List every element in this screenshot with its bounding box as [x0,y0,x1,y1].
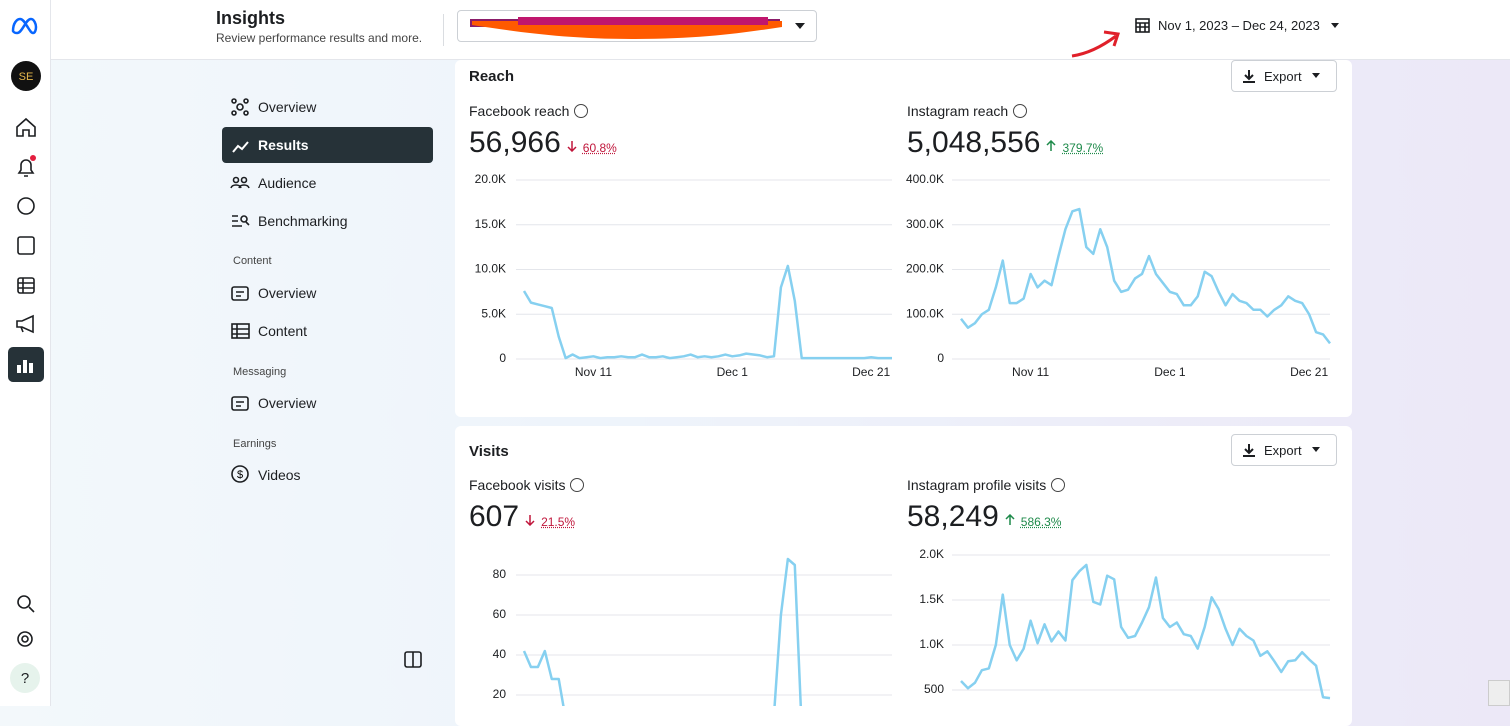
nav-icons: $ [230,98,250,483]
nav-item[interactable]: Content [258,323,308,339]
divider [443,14,444,46]
collapse-icon[interactable] [404,651,422,669]
info-icon [570,478,585,492]
date-range: Nov 1, 2023 – Dec 24, 2023 [1158,18,1320,33]
caret [1311,73,1320,78]
metric-row: 56,966 60.8% [469,126,617,160]
metric-row: 5,048,556 379.7% [907,126,1103,160]
svg-text:SE: SE [19,71,34,83]
page-subtitle: Review performance results and more. [216,31,423,45]
metric-change: 60.8% [582,141,617,155]
annotation-arrow [1071,30,1120,58]
nav-item[interactable]: Audience [258,175,317,191]
export-button[interactable]: Export [1231,60,1337,92]
metric: Facebook visits 607 21.5% [469,477,585,534]
metric-change: 586.3% [1020,515,1062,529]
nav-item[interactable]: Overview [258,99,317,115]
info-icon [1051,478,1066,492]
calendar-icon [1135,18,1150,33]
nav-heading: Messaging [233,366,287,378]
metric: Facebook reach 56,966 60.8% [469,103,617,160]
metric-row: 607 21.5% [469,500,584,534]
metric-change: 379.7% [1062,141,1104,155]
metric-title: Facebook visits [469,477,566,493]
metric-total: 58,249 [907,500,999,533]
metric-title: Facebook reach [469,103,570,119]
change-arrow [525,515,535,526]
svg-text:$: $ [237,469,243,481]
nav-item[interactable]: Videos [258,467,301,483]
download-icon [1243,70,1255,83]
caret [1311,447,1320,452]
nav-item[interactable]: Overview [258,285,317,301]
nav-item[interactable]: Benchmarking [258,213,348,229]
redaction [470,17,805,39]
nav-heading: Earnings [233,438,277,450]
change-arrow [1046,140,1056,151]
arrow-path [525,515,535,526]
change-arrow [1005,514,1015,525]
metric-title: Instagram reach [907,103,1009,119]
metric-row: 58,249 586.3% [907,500,1065,534]
export-button[interactable]: Export [1231,434,1337,466]
download-icon [1243,444,1255,457]
info-icon [1013,104,1028,118]
rail-icons: SE ? [8,17,44,693]
arrow-path [1046,140,1056,151]
export-label: Export [1264,68,1302,84]
metric-total: 607 [469,500,520,533]
change-arrow [567,141,577,152]
arrow-path [1005,514,1015,525]
card-title: Reach [469,68,515,85]
metric-total: 56,966 [469,126,561,159]
info-icon [574,104,589,118]
page-title: Insights [216,8,286,28]
svg-text:?: ? [21,670,29,687]
metric-change: 21.5% [541,515,576,529]
metric-total: 5,048,556 [907,126,1041,159]
account-selector[interactable] [457,10,817,42]
nav-heading: Content [233,255,272,267]
metric: Instagram reach 5,048,556 379.7% [907,103,1103,160]
arrow-path [567,141,577,152]
page: SE ? Insights Review performance results… [0,0,1510,706]
nav-item[interactable]: Overview [258,395,317,411]
corner-widget [1488,680,1510,706]
caret [1330,22,1339,28]
icon-rail: SE ? [0,0,51,706]
date-range-picker[interactable]: Nov 1, 2023 – Dec 24, 2023 [1135,18,1342,33]
card-title: Visits [469,443,509,460]
export-label: Export [1264,442,1302,458]
metric-title: Instagram profile visits [907,477,1047,493]
nav-item[interactable]: Results [222,127,433,163]
metric: Instagram profile visits 58,249 586.3% [907,477,1066,534]
visits-card [455,426,1352,726]
